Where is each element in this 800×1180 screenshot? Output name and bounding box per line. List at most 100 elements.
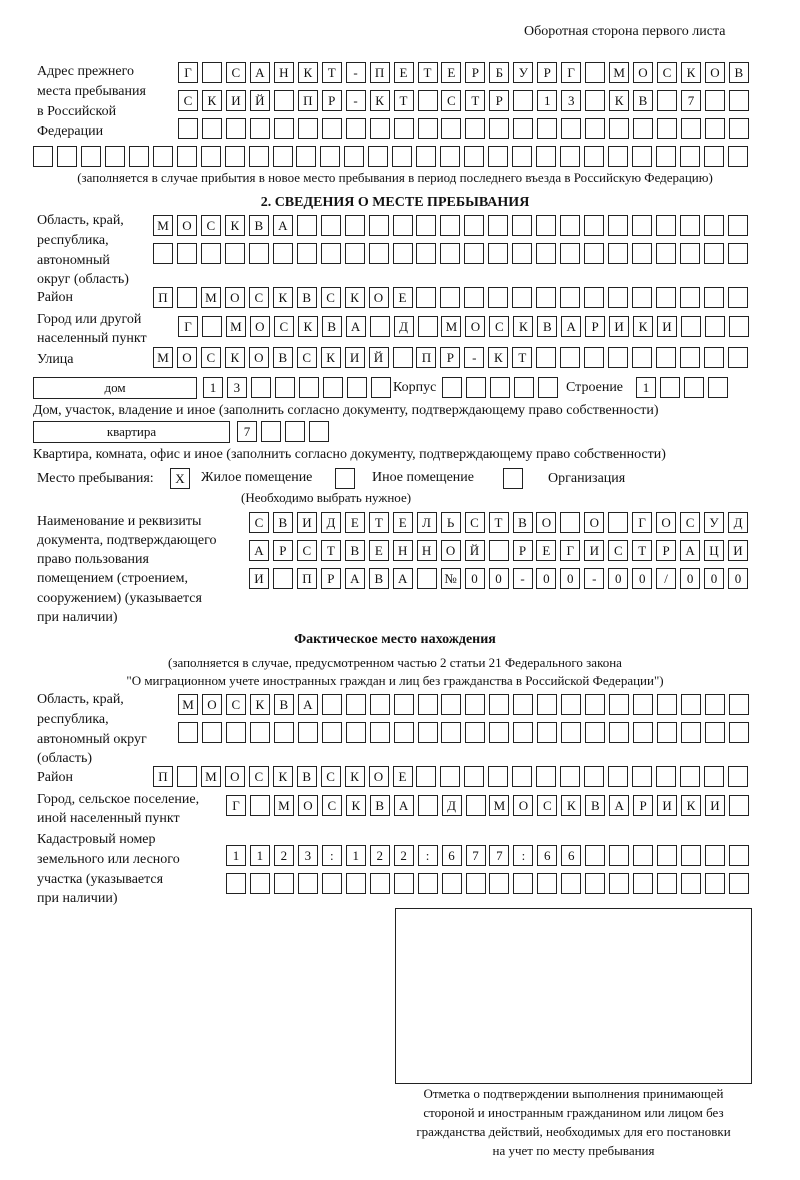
letter-cell[interactable] bbox=[442, 377, 462, 398]
letter-cell[interactable] bbox=[200, 146, 221, 167]
letter-cell[interactable] bbox=[308, 421, 329, 442]
letter-cell[interactable]: А bbox=[249, 540, 269, 561]
letter-cell[interactable] bbox=[321, 722, 342, 743]
letter-cell[interactable]: 1 bbox=[249, 845, 270, 866]
letter-cell[interactable] bbox=[464, 215, 485, 236]
letter-cell[interactable]: К bbox=[344, 766, 365, 787]
letter-cell[interactable]: К bbox=[224, 347, 245, 368]
letter-cell[interactable]: В bbox=[248, 215, 269, 236]
letter-cell[interactable]: Т bbox=[632, 540, 653, 561]
letter-cell[interactable]: О bbox=[704, 62, 725, 83]
letter-cell[interactable] bbox=[513, 722, 534, 743]
letter-cell[interactable] bbox=[464, 146, 485, 167]
letter-cell[interactable] bbox=[368, 243, 389, 264]
letter-cell[interactable]: И bbox=[296, 512, 317, 533]
letter-cell[interactable] bbox=[298, 377, 319, 398]
letter-cell[interactable]: М bbox=[441, 316, 462, 337]
letter-cell[interactable]: О bbox=[536, 512, 557, 533]
letter-cell[interactable]: О bbox=[440, 540, 461, 561]
letter-cell[interactable] bbox=[584, 766, 605, 787]
letter-cell[interactable] bbox=[561, 118, 582, 139]
letter-cell[interactable]: И bbox=[584, 540, 605, 561]
letter-cell[interactable]: А bbox=[344, 568, 365, 589]
letter-cell[interactable]: Р bbox=[512, 540, 533, 561]
letter-cell[interactable]: № bbox=[440, 568, 461, 589]
letter-cell[interactable]: В bbox=[296, 766, 317, 787]
letter-cell[interactable]: К bbox=[561, 795, 582, 816]
letter-cell[interactable]: - bbox=[345, 62, 366, 83]
letter-cell[interactable]: И bbox=[657, 316, 677, 337]
letter-cell[interactable]: О bbox=[176, 215, 197, 236]
letter-cell[interactable]: С bbox=[273, 316, 294, 337]
letter-cell[interactable]: - bbox=[345, 90, 366, 111]
letter-cell[interactable] bbox=[560, 512, 581, 533]
letter-cell[interactable]: 7 bbox=[681, 90, 701, 111]
letter-cell[interactable] bbox=[681, 316, 701, 337]
letter-cell[interactable] bbox=[416, 243, 437, 264]
letter-cell[interactable] bbox=[320, 215, 341, 236]
letter-cell[interactable] bbox=[704, 90, 725, 111]
letter-cell[interactable]: К bbox=[345, 795, 366, 816]
letter-cell[interactable]: Т bbox=[393, 90, 414, 111]
letter-cell[interactable] bbox=[369, 694, 390, 715]
letter-cell[interactable]: В bbox=[273, 694, 294, 715]
letter-cell[interactable] bbox=[561, 722, 582, 743]
letter-cell[interactable] bbox=[727, 215, 748, 236]
letter-cell[interactable]: М bbox=[225, 316, 246, 337]
letter-cell[interactable]: К bbox=[297, 316, 318, 337]
letter-cell[interactable] bbox=[225, 118, 246, 139]
letter-cell[interactable] bbox=[416, 215, 437, 236]
letter-cell[interactable]: С bbox=[608, 540, 629, 561]
letter-cell[interactable]: К bbox=[513, 316, 534, 337]
letter-cell[interactable]: В bbox=[369, 795, 390, 816]
letter-cell[interactable] bbox=[728, 316, 749, 337]
letter-cell[interactable] bbox=[633, 873, 654, 894]
letter-cell[interactable]: С bbox=[200, 215, 221, 236]
letter-cell[interactable] bbox=[536, 215, 557, 236]
letter-cell[interactable]: Е bbox=[392, 287, 413, 308]
letter-cell[interactable]: Н bbox=[416, 540, 437, 561]
letter-cell[interactable]: Т bbox=[488, 512, 509, 533]
letter-cell[interactable]: 7 bbox=[465, 845, 486, 866]
letter-cell[interactable] bbox=[561, 873, 582, 894]
letter-cell[interactable]: С bbox=[680, 512, 701, 533]
letter-cell[interactable] bbox=[512, 146, 532, 167]
letter-cell[interactable] bbox=[57, 146, 77, 167]
letter-cell[interactable] bbox=[656, 243, 676, 264]
letter-cell[interactable] bbox=[583, 146, 604, 167]
letter-cell[interactable] bbox=[513, 873, 534, 894]
letter-cell[interactable] bbox=[729, 795, 749, 816]
letter-cell[interactable] bbox=[609, 118, 630, 139]
letter-cell[interactable]: К bbox=[224, 215, 245, 236]
letter-cell[interactable] bbox=[512, 766, 533, 787]
letter-cell[interactable]: 7 bbox=[489, 845, 510, 866]
letter-cell[interactable]: : bbox=[321, 845, 342, 866]
letter-cell[interactable] bbox=[656, 347, 676, 368]
letter-cell[interactable] bbox=[656, 215, 676, 236]
letter-cell[interactable]: П bbox=[369, 62, 390, 83]
letter-cell[interactable]: Р bbox=[633, 795, 654, 816]
letter-cell[interactable]: К bbox=[297, 62, 318, 83]
letter-cell[interactable]: Р bbox=[489, 90, 510, 111]
letter-cell[interactable]: Т bbox=[512, 347, 533, 368]
letter-cell[interactable]: 6 bbox=[537, 845, 558, 866]
letter-cell[interactable]: Д bbox=[728, 512, 748, 533]
letter-cell[interactable] bbox=[703, 766, 724, 787]
letter-cell[interactable]: С bbox=[200, 347, 221, 368]
letter-cell[interactable] bbox=[728, 694, 749, 715]
letter-cell[interactable] bbox=[80, 146, 101, 167]
letter-cell[interactable] bbox=[369, 316, 390, 337]
letter-cell[interactable] bbox=[416, 568, 437, 589]
letter-cell[interactable] bbox=[272, 568, 293, 589]
letter-cell[interactable]: 0 bbox=[560, 568, 581, 589]
letter-cell[interactable]: Ц bbox=[704, 540, 724, 561]
letter-cell[interactable] bbox=[513, 118, 534, 139]
letter-cell[interactable]: 0 bbox=[464, 568, 485, 589]
letter-cell[interactable] bbox=[176, 243, 197, 264]
letter-cell[interactable] bbox=[417, 795, 438, 816]
letter-cell[interactable]: О bbox=[248, 347, 269, 368]
letter-cell[interactable]: О bbox=[368, 766, 389, 787]
letter-cell[interactable] bbox=[152, 146, 173, 167]
letter-cell[interactable] bbox=[584, 347, 605, 368]
letter-cell[interactable] bbox=[513, 694, 534, 715]
